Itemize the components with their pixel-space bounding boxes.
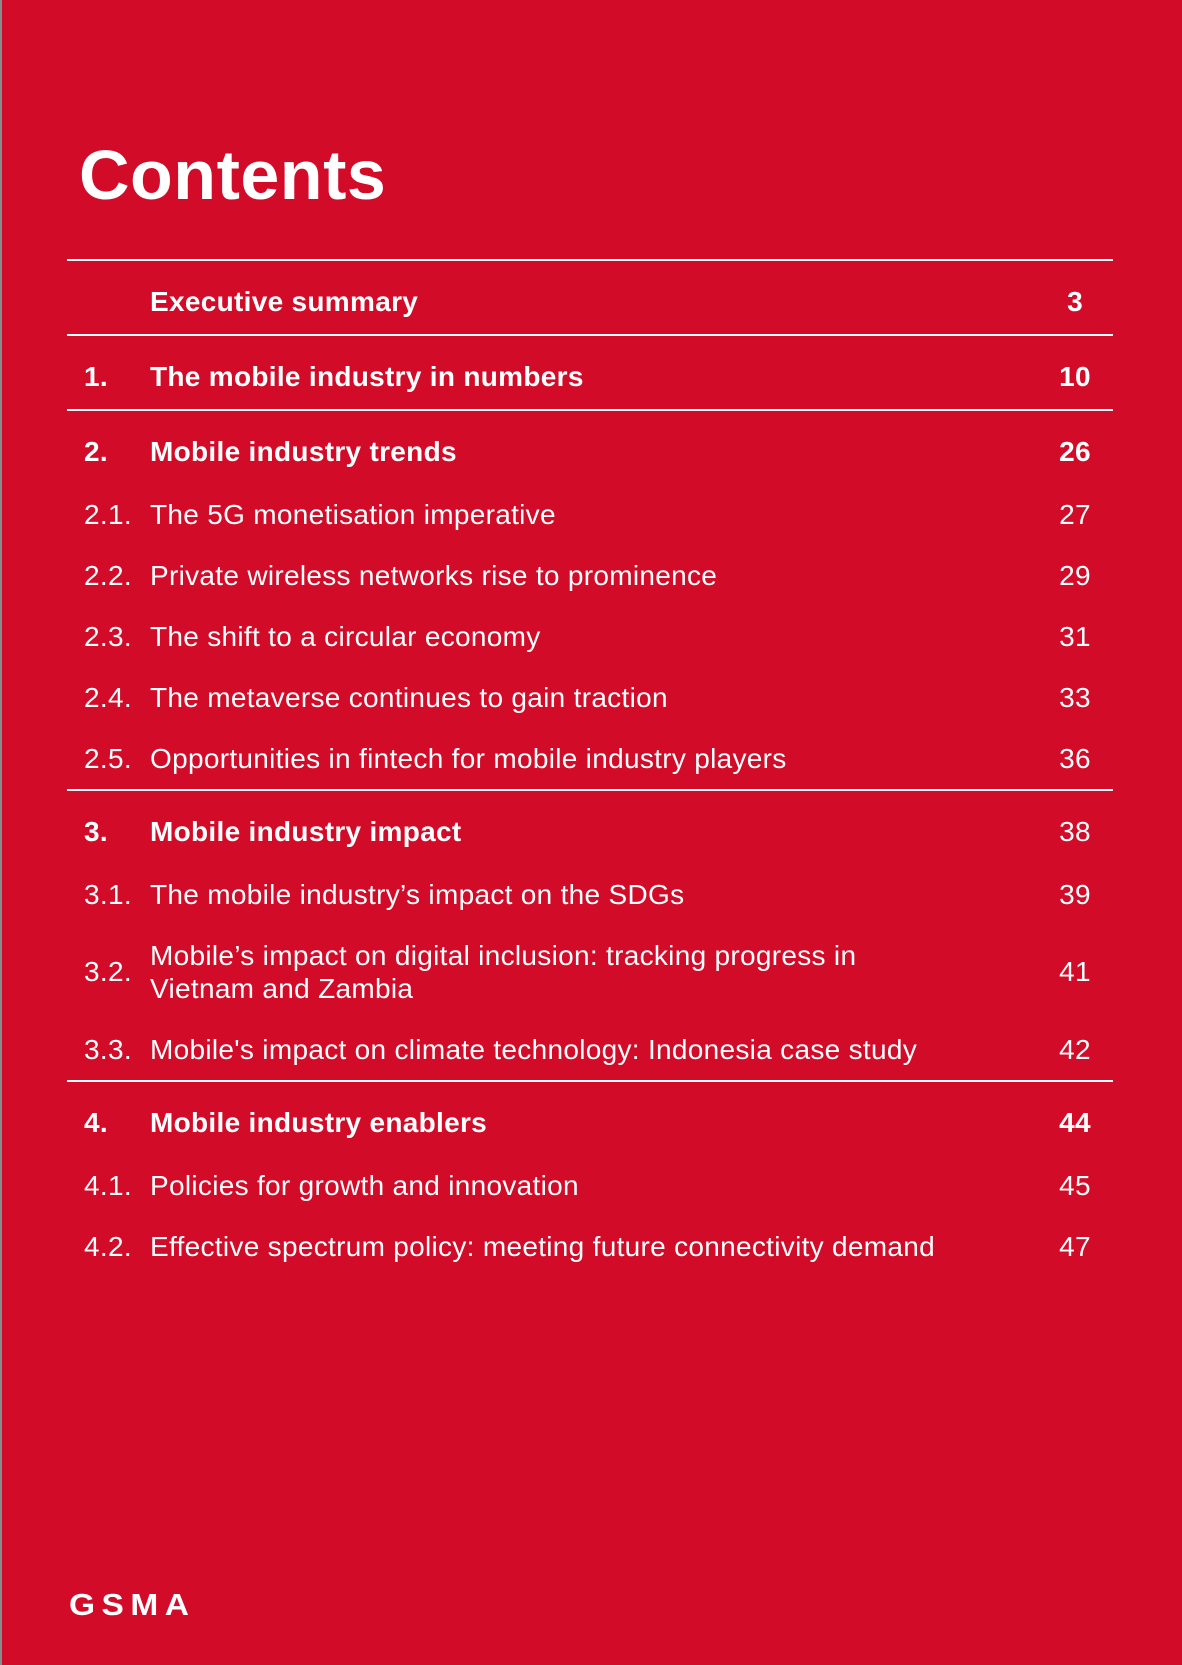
toc-row-title: Mobile's impact on climate technology: I… [150, 1033, 918, 1065]
toc-row-page: 10 [1059, 360, 1091, 392]
toc-row[interactable]: 4.2. Effective spectrum policy: meeting … [67, 1216, 1113, 1277]
content-area: Contents Executive summary 3 1. The mobi… [67, 0, 1113, 1277]
toc-row[interactable]: 2.2. Private wireless networks rise to p… [67, 545, 1113, 606]
toc-row[interactable]: 2. Mobile industry trends 26 [67, 411, 1113, 484]
toc-row[interactable]: 2.4. The metaverse continues to gain tra… [67, 667, 1113, 728]
toc-row[interactable]: Executive summary 3 [67, 261, 1113, 334]
toc-row-page: 26 [1059, 435, 1091, 467]
divider-line [67, 333, 1113, 336]
toc-row-title: Mobile industry trends [150, 435, 457, 467]
toc-row[interactable]: 2.3. The shift to a circular economy 31 [67, 606, 1113, 667]
divider-line [67, 258, 1113, 261]
toc-list: Executive summary 3 1. The mobile indust… [67, 258, 1113, 1278]
toc-row-page: 29 [1059, 559, 1091, 591]
toc-row-page: 45 [1059, 1170, 1091, 1202]
toc-row-number: 2.1. [84, 498, 132, 530]
toc-row[interactable]: 1. The mobile industry in numbers 10 [67, 336, 1113, 409]
toc-row-number: 2.2. [84, 559, 132, 591]
toc-row[interactable]: 2.1. The 5G monetisation imperative 27 [67, 484, 1113, 545]
toc-row-title: The mobile industry’s impact on the SDGs [150, 878, 685, 910]
page-title: Contents [79, 136, 387, 214]
toc-row-page: 3 [1067, 285, 1083, 317]
toc-row-page: 27 [1059, 498, 1091, 530]
toc-row-title: Effective spectrum policy: meeting futur… [150, 1231, 936, 1263]
toc-row[interactable]: 3.2. Mobile’s impact on digital inclusio… [67, 925, 1113, 1019]
toc-row[interactable]: 4.1. Policies for growth and innovation … [67, 1155, 1113, 1216]
toc-row[interactable]: 3.1. The mobile industry’s impact on the… [67, 864, 1113, 925]
toc-row-title: Mobile’s impact on digital inclusion: tr… [150, 939, 857, 1004]
divider-line [67, 788, 1113, 791]
toc-row-page: 39 [1059, 878, 1091, 910]
toc-row-page: 42 [1059, 1033, 1091, 1065]
toc-row-page: 36 [1059, 742, 1091, 774]
toc-row-number: 4.1. [84, 1170, 132, 1202]
toc-row-number: 4.2. [84, 1231, 132, 1263]
toc-row-number: 1. [84, 360, 108, 392]
toc-row-page: 44 [1059, 1107, 1091, 1138]
toc-row-number: 3. [84, 815, 108, 847]
divider-line [67, 408, 1113, 411]
toc-row-page: 31 [1059, 620, 1091, 652]
toc-row-number: 2.4. [84, 681, 132, 713]
toc-row-title: Executive summary [150, 285, 419, 317]
toc-row[interactable]: 2.5. Opportunities in fintech for mobile… [67, 728, 1113, 789]
left-edge-line [0, 0, 2, 1665]
toc-row[interactable]: 3.3. Mobile's impact on climate technolo… [67, 1019, 1113, 1080]
toc-row-title: Private wireless networks rise to promin… [150, 559, 718, 591]
toc-row-number: 3.2. [84, 956, 132, 988]
toc-row-title: The metaverse continues to gain traction [150, 681, 668, 713]
toc-row-page: 47 [1059, 1231, 1091, 1263]
toc-row-page: 38 [1059, 815, 1091, 847]
toc-row-number: 3.3. [84, 1033, 132, 1065]
toc-row-title: Mobile industry enablers [150, 1107, 488, 1138]
toc-row-number: 3.1. [84, 878, 132, 910]
toc-row-title: Policies for growth and innovation [150, 1170, 579, 1202]
toc-row-title: Mobile industry impact [150, 815, 462, 847]
toc-row-number: 2. [84, 435, 108, 467]
toc-row-title: Opportunities in fintech for mobile indu… [150, 742, 787, 774]
toc-row-title: The shift to a circular economy [150, 620, 541, 652]
toc-row-title: The 5G monetisation imperative [150, 498, 556, 530]
toc-row[interactable]: 4. Mobile industry enablers 44 [67, 1082, 1113, 1155]
toc-row-page: 33 [1059, 681, 1091, 713]
toc-row-page: 41 [1059, 956, 1091, 988]
toc-row-number: 4. [84, 1107, 108, 1138]
divider-line [67, 1080, 1113, 1082]
toc-row-title: The mobile industry in numbers [150, 360, 584, 392]
toc-row-number: 2.5. [84, 742, 132, 774]
toc-row[interactable]: 3. Mobile industry impact 38 [67, 791, 1113, 864]
toc-row-number: 2.3. [84, 620, 132, 652]
gsma-logo: GSMA [69, 1587, 196, 1622]
